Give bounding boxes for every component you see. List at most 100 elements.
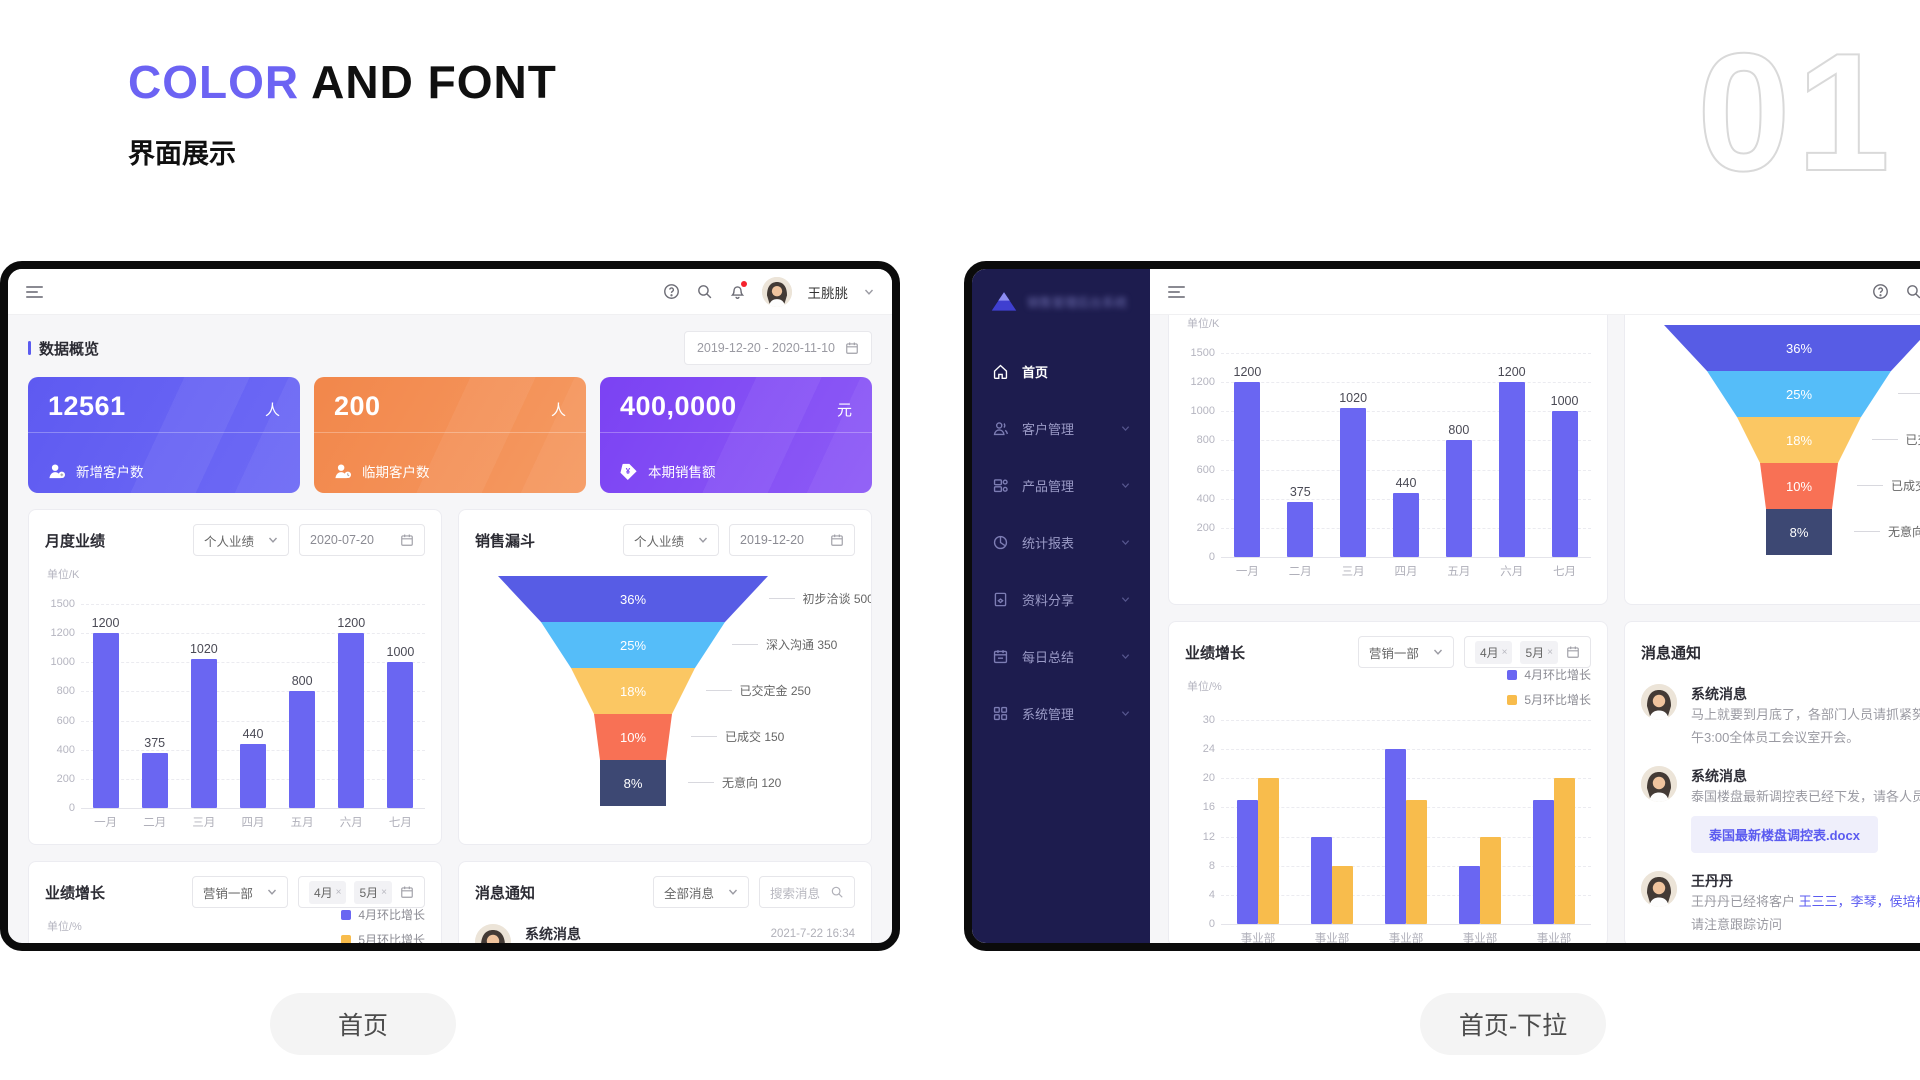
bar — [1340, 408, 1367, 557]
close-icon[interactable]: × — [381, 886, 387, 898]
user-add-icon — [48, 462, 67, 481]
page-title: COLOR AND FONT — [128, 55, 557, 109]
menu-collapse-icon[interactable] — [26, 285, 43, 298]
tag-month[interactable]: 5月 × — [1520, 640, 1558, 664]
close-icon[interactable]: × — [1547, 646, 1553, 658]
funnel-label: 无意向 120 — [1854, 523, 1920, 540]
funnel-label-line — [691, 736, 717, 737]
sidebar-item-share[interactable]: 资料分享 — [972, 571, 1150, 628]
tag-month[interactable]: 5月 × — [354, 880, 392, 904]
bar — [1554, 778, 1575, 924]
message-item[interactable]: 系统消息 2021-7-22 16:34 — [475, 924, 855, 943]
y-tick-label: 1500 — [50, 598, 75, 610]
stat-label: 本期销售额 — [648, 465, 716, 480]
stat-card[interactable]: 400,0000 元 ¥ 本期销售额 — [600, 377, 872, 493]
bar — [338, 633, 365, 808]
sidebar-item-label: 产品管理 — [1022, 479, 1075, 494]
bar-value-label: 1200 — [1233, 365, 1262, 380]
gridline — [1221, 924, 1591, 925]
month-tags-picker[interactable]: 4月 × 5月 × — [297, 876, 425, 908]
month-tags-picker[interactable]: 4月 × 5月 × — [1463, 636, 1591, 668]
bar — [1237, 800, 1258, 924]
y-tick-label: 16 — [1202, 801, 1215, 814]
message-filter-select[interactable]: 全部消息 — [652, 876, 749, 908]
bar — [387, 662, 414, 808]
message-sender: 系统消息 — [1691, 686, 1747, 702]
user-name[interactable]: 王朓朓 — [807, 285, 849, 301]
close-icon[interactable]: × — [335, 886, 342, 898]
date-range-picker[interactable]: 2019-12-20 - 2020-11-10 — [683, 331, 872, 365]
bar — [1459, 865, 1480, 924]
department-select[interactable]: 营销一部 — [1357, 636, 1454, 668]
sidebar-item-system[interactable]: 系统管理 — [972, 685, 1150, 742]
sidebar-item-label: 统计报表 — [1022, 536, 1075, 551]
system-icon — [992, 705, 1009, 722]
help-icon[interactable] — [663, 283, 680, 300]
bar-value-label: 1020 — [189, 642, 218, 657]
message-text: 午3:00全体员工会议室开会。 — [1691, 729, 1860, 745]
attachment-link[interactable]: 泰国最新楼盘调控表.docx — [1691, 816, 1878, 854]
bell-icon[interactable] — [729, 281, 747, 300]
tag-month[interactable]: 4月 × — [1474, 640, 1513, 664]
avatar[interactable] — [761, 276, 792, 307]
chevron-down-icon — [1121, 481, 1130, 490]
department-select[interactable]: 营销一部 — [191, 876, 288, 908]
bar-value-label: 1200 — [337, 616, 366, 631]
stat-unit: 元 — [836, 402, 852, 419]
accent-bar — [28, 341, 31, 355]
bar — [240, 743, 266, 808]
bar — [1311, 836, 1332, 924]
x-tick-label: 事业部 — [1536, 933, 1572, 943]
bar — [1498, 382, 1525, 557]
bar-value-label: 1020 — [1339, 391, 1368, 406]
message-search-input[interactable]: 搜索消息 — [758, 876, 855, 908]
funnel-segment: 25% — [1664, 371, 1920, 417]
tag-month[interactable]: 4月 × — [308, 880, 347, 904]
stat-card[interactable]: 12561 人新增客户数 — [28, 377, 300, 493]
monthly-bar-chart: 0 200 400 600 800 1000 1200 1500 一月 1200 二月 375 三月 10… — [51, 598, 425, 829]
page-title-accent: COLOR — [128, 56, 300, 108]
sidebar-item-report[interactable]: 统计报表 — [972, 514, 1150, 571]
x-tick-label: 七月 — [1553, 566, 1577, 578]
sidebar-item-home[interactable]: 首页 — [972, 343, 1150, 400]
message-text: 马上就要到月底了，各部门人员请抓紧努力，月底进行 — [1691, 707, 1920, 722]
help-icon[interactable] — [1872, 283, 1889, 300]
date-picker[interactable]: 2019-12-20 — [729, 524, 855, 556]
logo-text-blurred: 销售管理后台系统 — [1027, 295, 1128, 310]
bar-value-label: 375 — [1289, 485, 1311, 500]
calendar-icon — [400, 885, 414, 899]
funnel-label-line — [1871, 439, 1898, 440]
sidebar-item-product[interactable]: 产品管理 — [972, 457, 1150, 514]
y-tick-label: 30 — [1202, 714, 1215, 726]
bar — [190, 659, 217, 808]
customer-names: 王三三，李琴，侯培横 — [1798, 894, 1920, 910]
menu-collapse-icon[interactable] — [1168, 285, 1185, 298]
message-item[interactable]: 系统消息马上就要到月底了，各部门人员请抓紧努力，月底进行午3:00全体员工会议室… — [1641, 684, 1920, 750]
bar — [1332, 865, 1353, 924]
panel-messages: 消息通知 全部消息 搜索消息 系统消息 2021-7-22 16:34 — [458, 861, 872, 943]
close-icon[interactable]: × — [1501, 646, 1508, 658]
bar — [289, 691, 316, 808]
sidebar-item-label: 每日总结 — [1022, 650, 1075, 665]
date-picker[interactable]: 2020-07-20 — [299, 524, 425, 556]
funnel-label-line — [1898, 393, 1920, 394]
funnel-label-line — [705, 690, 732, 691]
stat-card[interactable]: 200 人临期客户数 — [314, 377, 586, 493]
search-icon[interactable] — [1905, 283, 1920, 300]
performance-type-select[interactable]: 个人业绩 — [623, 524, 720, 556]
gridline — [1221, 353, 1591, 354]
chevron-down-icon[interactable] — [864, 287, 874, 297]
sidebar-item-users[interactable]: 客户管理 — [972, 400, 1150, 457]
x-tick-label: 六月 — [1500, 566, 1524, 578]
sidebar-item-daily[interactable]: 每日总结 — [972, 628, 1150, 685]
sidebar-item-label: 资料分享 — [1022, 593, 1075, 608]
funnel-label: 已交定金 250 — [705, 682, 811, 699]
chevron-down-icon — [1121, 709, 1130, 718]
stat-value: 200 — [334, 391, 381, 421]
performance-type-select[interactable]: 个人业绩 — [193, 524, 290, 556]
search-icon[interactable] — [696, 283, 713, 300]
